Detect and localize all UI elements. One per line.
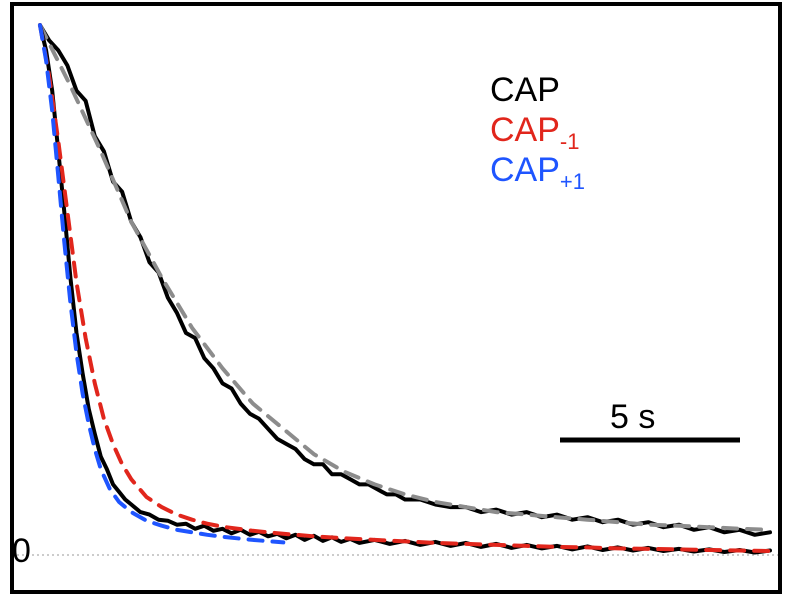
series-CAP_data_noisy [40,25,770,535]
zero-axis-label: 0 [12,532,31,571]
series-CAP_fit [40,25,770,530]
legend: CAPCAP-1CAP+1 [490,70,585,190]
decay-chart [0,0,790,607]
legend-item-1: CAP-1 [490,110,585,150]
legend-label: CAP [490,111,560,149]
legend-item-2: CAP+1 [490,150,585,190]
legend-item-0: CAP [490,70,585,110]
legend-label: CAP [490,151,560,189]
frame [12,4,780,592]
scalebar-label: 5 s [610,398,655,437]
legend-sub: +1 [560,169,585,194]
series-CAP_minus1_fit [40,25,770,551]
series-fast_data_noisy [40,25,770,552]
legend-label: CAP [490,71,560,109]
